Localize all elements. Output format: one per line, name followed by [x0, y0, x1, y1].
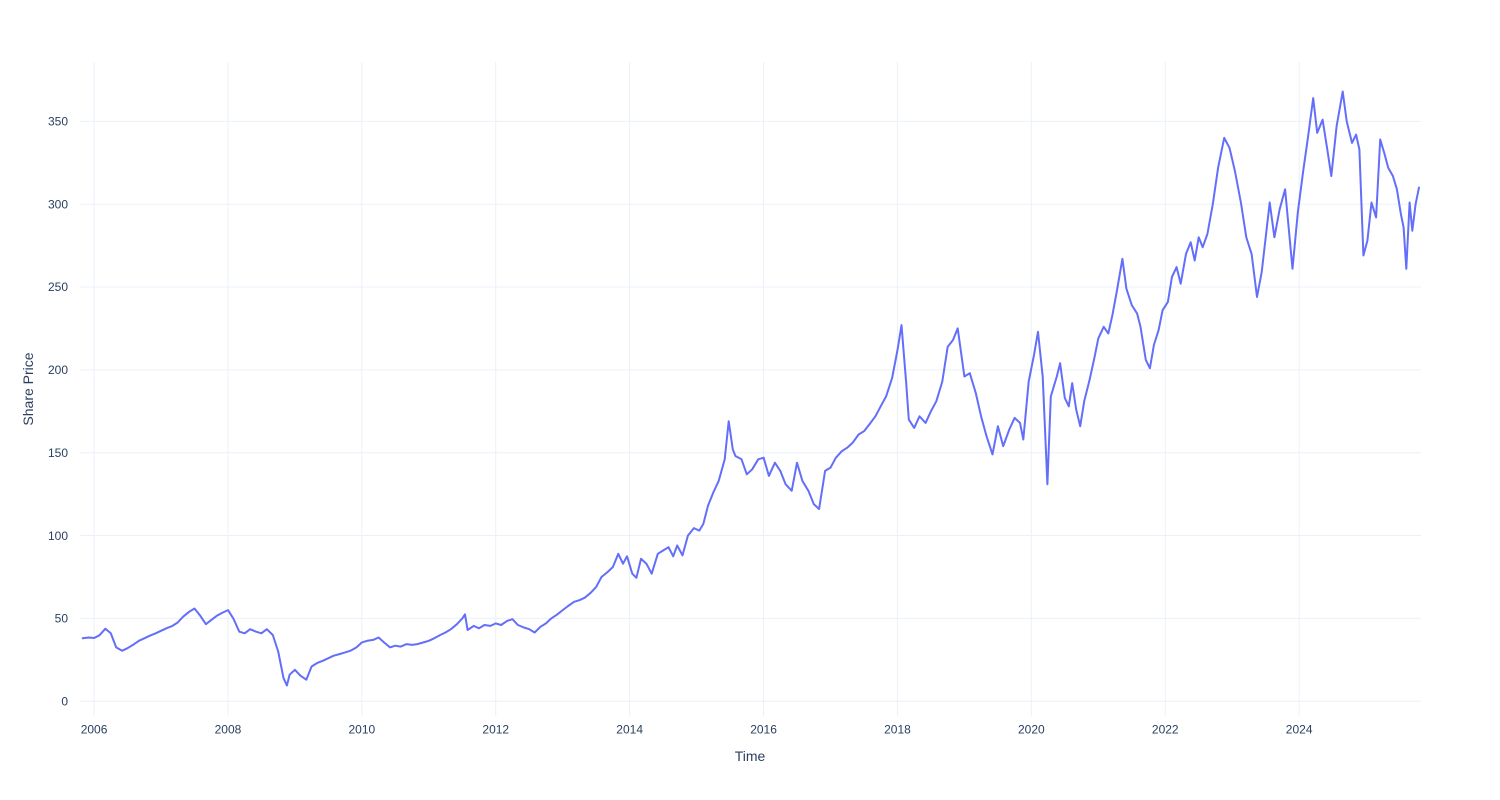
x-tick-label-2014: 2014: [616, 723, 643, 737]
y-tick-label-0: 0: [61, 694, 68, 708]
y-tick-label-250: 250: [48, 280, 68, 294]
y-axis-tick-labels: 0 50 100 150 200 250 300 350: [48, 115, 68, 709]
x-tick-label-2018: 2018: [884, 723, 911, 737]
y-tick-label-150: 150: [48, 446, 68, 460]
x-tick-label-2008: 2008: [215, 723, 242, 737]
x-tick-label-2024: 2024: [1286, 723, 1313, 737]
y-tick-label-100: 100: [48, 529, 68, 543]
y-tick-label-300: 300: [48, 197, 68, 211]
x-tick-label-2016: 2016: [750, 723, 777, 737]
x-axis-tick-labels: 2006 2008 2010 2012 2014 2016 2018 2020 2022 2024: [81, 723, 1313, 737]
x-tick-label-2006: 2006: [81, 723, 108, 737]
y-axis-title: Share Price: [20, 352, 36, 426]
y-tick-label-50: 50: [55, 612, 69, 626]
x-tick-label-2010: 2010: [349, 723, 376, 737]
x-tick-label-2012: 2012: [482, 723, 509, 737]
plot-area[interactable]: [80, 62, 1421, 716]
x-tick-label-2022: 2022: [1152, 723, 1179, 737]
share-price-series-line: [81, 90, 1420, 687]
x-axis-title: Time: [734, 748, 766, 764]
x-tick-label-2020: 2020: [1018, 723, 1045, 737]
y-tick-label-200: 200: [48, 363, 68, 377]
y-tick-label-350: 350: [48, 115, 68, 129]
gridlines: [80, 62, 1421, 716]
